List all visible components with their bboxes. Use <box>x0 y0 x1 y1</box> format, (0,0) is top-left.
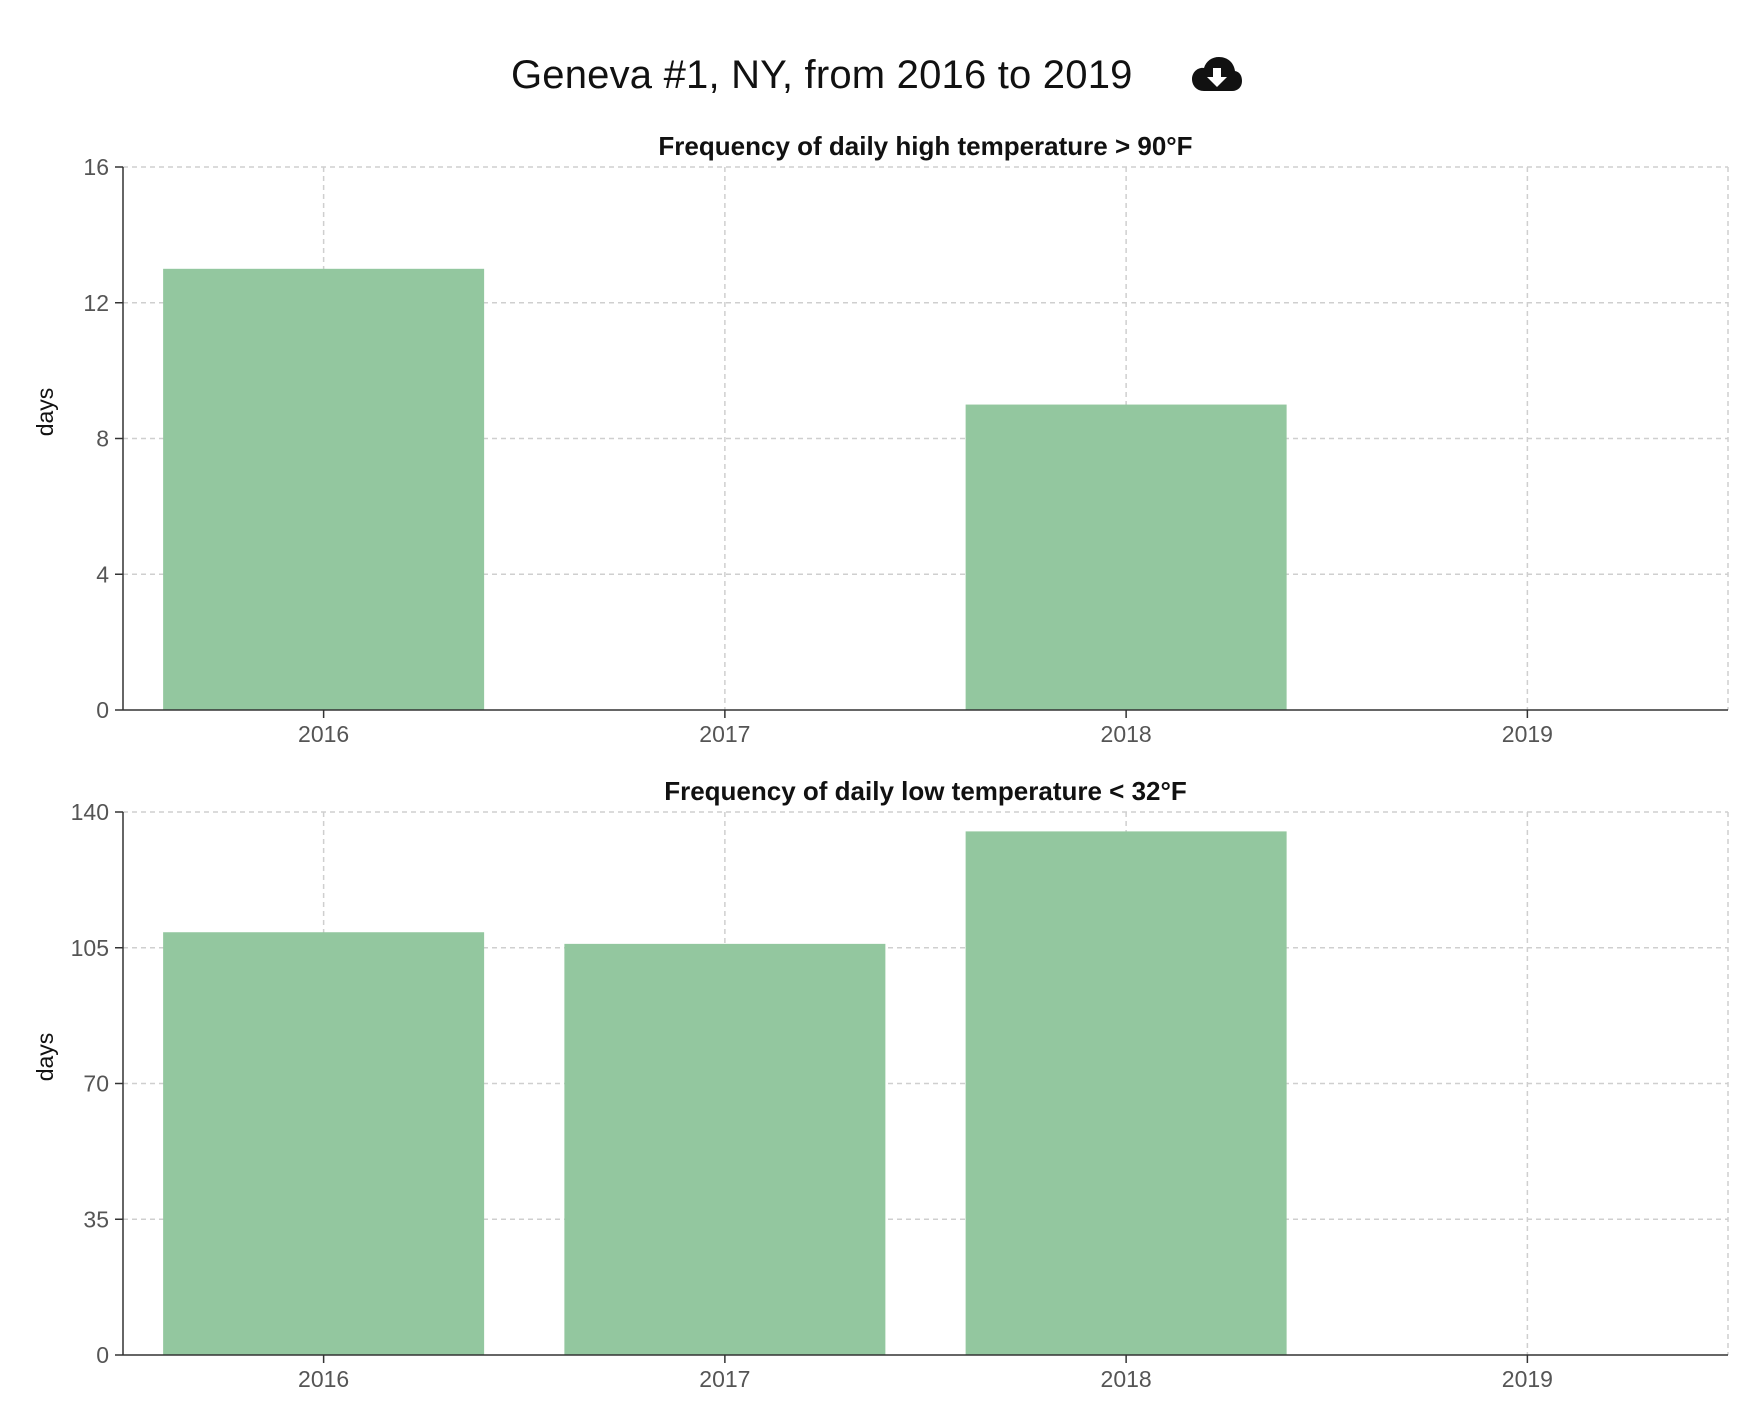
page-header: Geneva #1, NY, from 2016 to 2019 <box>0 40 1754 110</box>
chart-2-ylabel: days <box>32 1033 58 1082</box>
chart-2-bar-2018[interactable] <box>965 831 1287 1355</box>
chart-2-ytick-label: 140 <box>71 799 109 825</box>
chart-2-xtick-label: 2016 <box>298 1366 349 1392</box>
chart-1-ytick-label: 12 <box>83 290 109 316</box>
chart-2-bar-2016[interactable] <box>163 932 485 1355</box>
chart-2-xtick-label: 2018 <box>1101 1366 1152 1392</box>
chart-1-ytick-label: 16 <box>83 154 109 180</box>
chart-1-title: Frequency of daily high temperature > 90… <box>658 131 1192 161</box>
cloud-download-icon[interactable] <box>1191 55 1243 95</box>
chart-1-xtick-label: 2017 <box>699 721 750 747</box>
chart-1-ytick-label: 8 <box>96 426 109 452</box>
chart-1-bar-2016[interactable] <box>163 268 485 710</box>
chart-1-ytick-label: 4 <box>96 561 109 587</box>
chart-1-bar-2018[interactable] <box>965 404 1287 710</box>
chart-1-xtick-label: 2019 <box>1502 721 1553 747</box>
chart-2-ytick-label: 70 <box>83 1071 109 1097</box>
chart-2-ytick-label: 105 <box>71 935 109 961</box>
chart-1-ylabel: days <box>32 388 58 437</box>
chart-2-title: Frequency of daily low temperature < 32°… <box>664 776 1187 806</box>
chart-2-xtick-label: 2019 <box>1502 1366 1553 1392</box>
chart-2-xtick-label: 2017 <box>699 1366 750 1392</box>
chart-2-bar-2017[interactable] <box>564 943 886 1355</box>
chart-1-ytick-label: 0 <box>96 697 109 723</box>
page-title: Geneva #1, NY, from 2016 to 2019 <box>510 53 1133 97</box>
chart-2-ytick-label: 35 <box>83 1206 109 1232</box>
chart-2-ytick-label: 0 <box>96 1342 109 1368</box>
chart-1-xtick-label: 2018 <box>1101 721 1152 747</box>
chart-1-xtick-label: 2016 <box>298 721 349 747</box>
